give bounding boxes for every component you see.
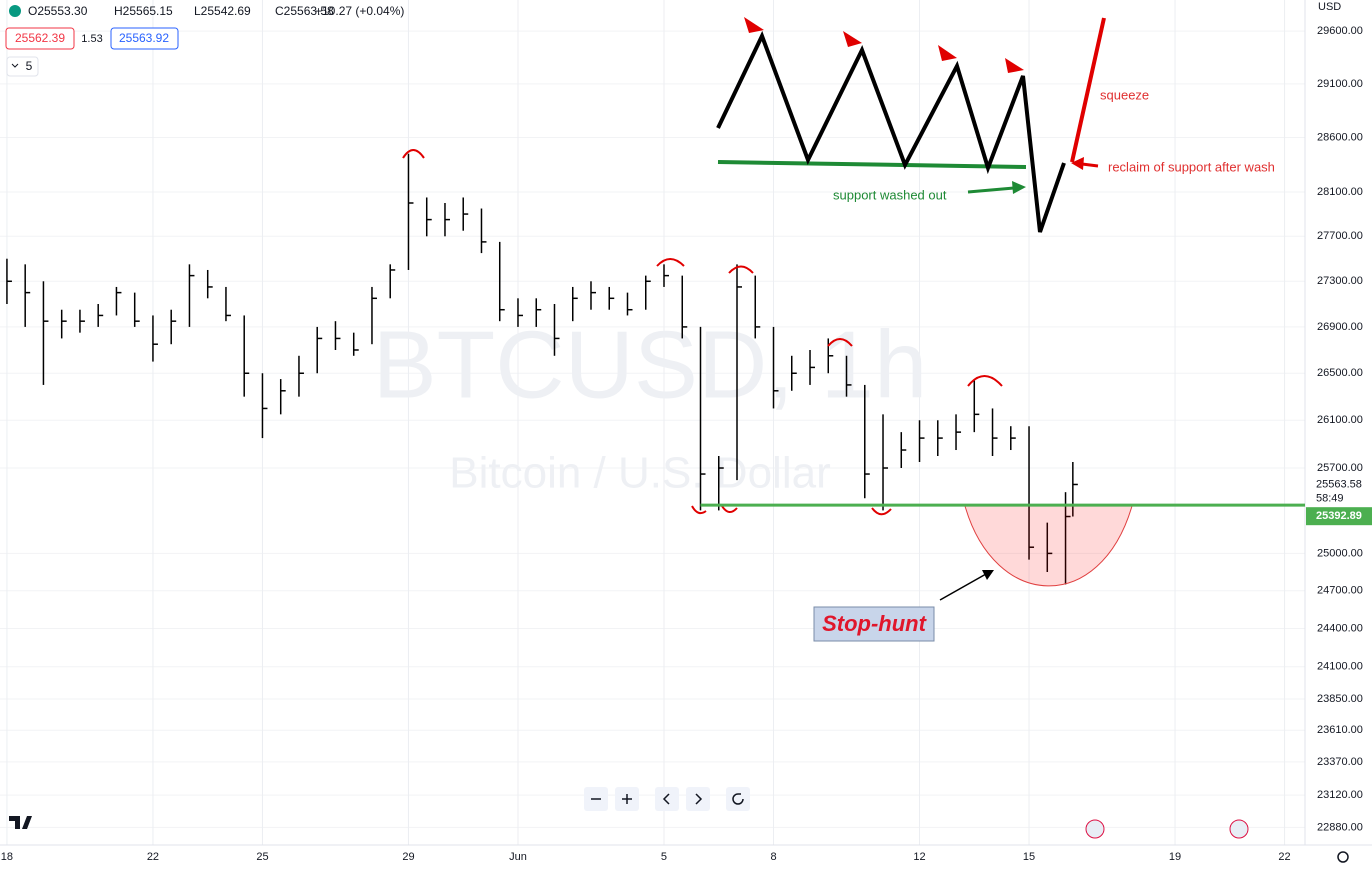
inset-zigzag: [716, 30, 1066, 233]
settings[interactable]: [1337, 851, 1349, 863]
inset-marker: [843, 31, 862, 47]
swing-high-mark: [402, 149, 425, 159]
annotation: squeeze: [1100, 87, 1149, 102]
currency[interactable]: USD: [1318, 1, 1341, 13]
arrow: [939, 573, 987, 601]
ohlc-close: C25563.58: [275, 4, 334, 18]
inset-arrow-head: [1012, 181, 1026, 194]
x-tick-label: 8: [770, 851, 776, 863]
y-tick-label: 26100.00: [1317, 414, 1363, 426]
bid: 25562.39: [15, 31, 65, 45]
y-tick-label: 24400.00: [1317, 622, 1363, 634]
stop-hunt-box: [813, 606, 935, 642]
arrow-head: [982, 570, 994, 580]
y-tick-label: 23610.00: [1317, 724, 1363, 736]
countdown: 58:49: [1316, 492, 1344, 504]
y-tick-label: 28100.00: [1317, 186, 1363, 198]
y-tick-label: 25000.00: [1317, 547, 1363, 559]
watermark-name: Bitcoin / U.S. Dollar: [449, 449, 830, 498]
stop-hunt-zone: [964, 505, 1133, 587]
icon: [662, 793, 670, 805]
price-bars: [6, 153, 1078, 585]
x-tick-label: 18: [1, 851, 13, 863]
y-tick-label: 28600.00: [1317, 131, 1363, 143]
swing-high-mark: [967, 375, 1003, 387]
inset-squeeze: [1070, 17, 1106, 163]
y-tick-label: 26900.00: [1317, 321, 1363, 333]
x-tick-label: 12: [913, 851, 925, 863]
y-tick-label: 23370.00: [1317, 756, 1363, 768]
chevron: [11, 63, 19, 68]
watermark-symbol: BTCUSD, 1h: [373, 311, 928, 418]
ohlc-low: L25542.69: [194, 4, 251, 18]
support-label-box: [1306, 507, 1372, 526]
x-tick-label: 22: [147, 851, 159, 863]
x-tick-label: 5: [661, 851, 667, 863]
bid-box[interactable]: [5, 27, 75, 50]
y-tick-label: 29100.00: [1317, 78, 1363, 90]
x-tick-label: 19: [1169, 851, 1181, 863]
y-tick-label: 26500.00: [1317, 367, 1363, 379]
ohlc-high: H25565.15: [114, 4, 173, 18]
y-tick-label: 23850.00: [1317, 693, 1363, 705]
swing-marks: [402, 149, 1003, 516]
indicators-toggle[interactable]: [6, 56, 39, 77]
x-tick-label: 25: [256, 851, 268, 863]
y-tick-label: 27700.00: [1317, 230, 1363, 242]
navigation: [584, 787, 750, 811]
inset-marker: [938, 45, 957, 61]
y-tick-label: 23120.00: [1317, 789, 1363, 801]
axes: 29600.00 29100.00 28600.00 28100.00 27700.00…: [1, 25, 1372, 863]
spread: 1.53: [81, 33, 102, 45]
scroll-left[interactable]: [655, 787, 679, 811]
y-tick-label: 24700.00: [1317, 585, 1363, 597]
ask-box[interactable]: [110, 27, 179, 50]
annotation: Stop-hunt: [822, 611, 928, 636]
icon: [622, 794, 632, 804]
inset-marker: [744, 17, 764, 33]
x-tick-label: Jun: [509, 851, 527, 863]
event-flag[interactable]: [1229, 819, 1249, 839]
grid: [0, 0, 1305, 845]
last-price: 25563.58: [1316, 478, 1362, 490]
scroll-right[interactable]: [686, 787, 710, 811]
x-tick-label: 22: [1278, 851, 1290, 863]
ohlc-change: +10.27 (+0.04%): [315, 4, 404, 18]
swing-high-mark: [656, 258, 685, 267]
inset-marker: [1005, 58, 1024, 73]
inset-support: [717, 160, 1027, 169]
swing-low-mark: [871, 507, 892, 516]
y-tick-label: 22880.00: [1317, 821, 1363, 833]
ask: 25563.92: [119, 31, 169, 45]
reset[interactable]: [726, 787, 750, 811]
inset-arrow-head: [1071, 157, 1084, 170]
inset-drawing: squeeze reclaim of support after wash su…: [716, 17, 1275, 233]
event-flag[interactable]: [1085, 819, 1105, 839]
swing-low-mark: [691, 505, 707, 515]
status-dot: [9, 5, 21, 17]
swing-low-mark: [721, 505, 738, 513]
x-tick-label: 29: [402, 851, 414, 863]
inset-arrow: [967, 186, 1015, 194]
y-tick-label: 24100.00: [1317, 661, 1363, 673]
annotation: support washed out: [833, 187, 947, 202]
annotation: reclaim of support after wash: [1108, 159, 1275, 174]
icon: [695, 793, 703, 805]
logo[interactable]: [9, 816, 32, 829]
y-tick-label: 25700.00: [1317, 462, 1363, 474]
swing-high-mark: [827, 338, 853, 347]
swing-high-mark: [728, 265, 754, 274]
icon: [732, 793, 744, 805]
inset-arrow: [1081, 162, 1099, 168]
y-tick-label: 27300.00: [1317, 275, 1363, 287]
support-label: 25392.89: [1316, 510, 1362, 522]
y-tick-label: 29600.00: [1317, 25, 1363, 37]
ohlc-open: O25553.30: [28, 4, 88, 18]
x-tick-label: 15: [1023, 851, 1035, 863]
indicator-count: 5: [26, 59, 33, 73]
